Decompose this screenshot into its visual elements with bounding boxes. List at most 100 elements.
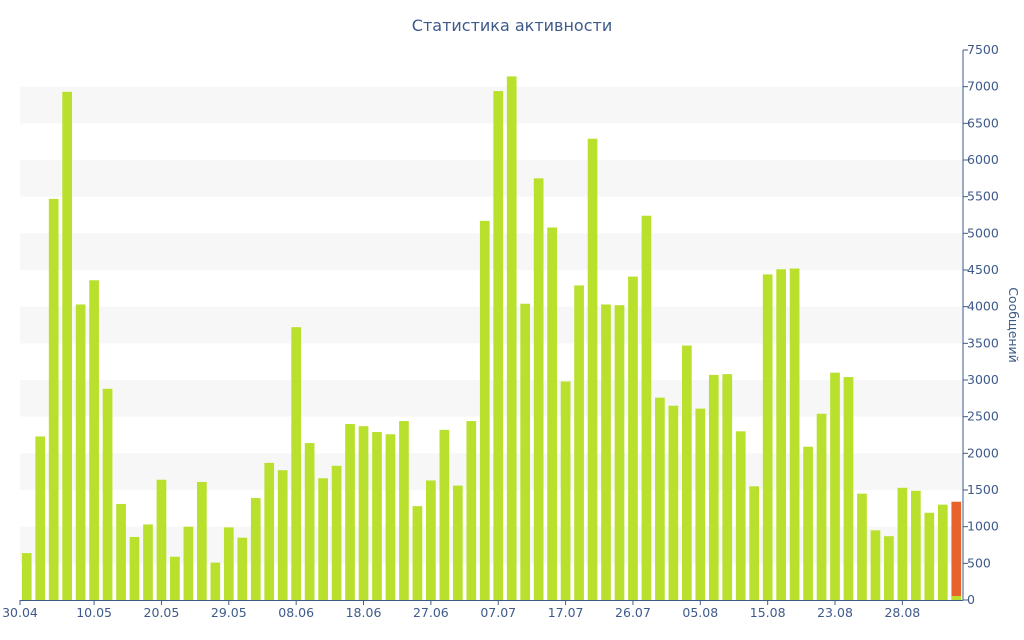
bar[interactable] [143,524,153,600]
bar[interactable] [547,227,557,600]
bar[interactable] [237,537,248,600]
bar[interactable] [412,506,423,600]
bar[interactable] [735,431,746,600]
bar[interactable] [156,479,167,600]
bar[interactable] [911,490,921,600]
bar[interactable] [318,478,328,600]
grid-band [20,380,963,417]
bar[interactable] [116,503,126,600]
x-tick-label: 15.08 [750,605,786,620]
bar[interactable] [102,388,113,600]
bar[interactable] [884,536,894,600]
bar[interactable] [358,426,369,600]
bar[interactable] [789,268,800,600]
bar[interactable] [331,465,342,600]
x-tick-label: 07.07 [480,605,516,620]
y-tick-label: 0 [967,592,975,607]
bar[interactable] [574,285,584,600]
x-tick-label: 27.06 [413,605,449,620]
bar-highlight[interactable] [951,501,962,600]
x-tick-label: 23.08 [817,605,853,620]
bar[interactable] [345,424,355,600]
bar[interactable] [722,374,733,600]
bar[interactable] [452,485,463,600]
bars [21,76,962,601]
bar[interactable] [695,408,706,600]
bar[interactable] [628,276,638,600]
bar[interactable] [426,480,436,600]
bar[interactable] [479,220,490,600]
bar[interactable] [183,526,194,600]
y-tick-label: 3500 [967,335,999,350]
bar[interactable] [250,498,261,600]
grid-band [20,86,963,124]
bar[interactable] [62,91,72,601]
bar[interactable] [708,374,719,600]
bar[interactable] [749,486,760,600]
bar[interactable] [870,530,881,600]
bar[interactable] [493,91,504,601]
bar[interactable] [385,434,396,600]
bar[interactable] [601,304,611,600]
bar[interactable] [681,345,692,600]
bar[interactable] [75,304,86,600]
y-tick-label: 4000 [967,299,999,314]
y-axis: 0 500 1000 1500 2000 2500 3000 3500 4000 4500 5000… [962,42,1021,607]
bar[interactable] [48,198,59,600]
x-tick-label: 17.07 [548,605,584,620]
bar[interactable] [264,462,275,600]
bar[interactable] [399,421,409,600]
grid-bands [20,86,963,564]
bar[interactable] [89,280,99,600]
bar[interactable] [223,527,234,600]
bar[interactable] [655,397,665,600]
bar[interactable] [35,436,46,600]
bar[interactable] [304,443,315,600]
grid-band [20,233,963,270]
y-tick-label: 5500 [967,189,999,204]
bar[interactable] [21,553,32,600]
bar[interactable] [776,269,786,600]
bar[interactable] [372,432,382,600]
bar[interactable] [466,421,477,600]
bar[interactable] [614,305,625,600]
y-tick-label: 2500 [967,409,999,424]
bar[interactable] [843,377,854,600]
x-tick-label: 30.04 [2,605,38,620]
bar[interactable] [197,481,207,600]
bar[interactable] [803,446,813,600]
y-tick-label: 6500 [967,115,999,130]
bar[interactable] [129,536,140,600]
bar[interactable] [924,512,935,600]
bar[interactable] [506,76,517,600]
x-tick-label: 18.06 [346,605,382,620]
grid-band [20,160,963,197]
bar[interactable] [277,470,288,600]
bar[interactable] [560,381,571,600]
x-tick-label: 05.08 [682,605,718,620]
x-tick-label: 10.05 [76,605,112,620]
x-tick-label: 29.05 [211,605,247,620]
bar[interactable] [170,556,180,600]
bar[interactable] [668,405,679,600]
bar[interactable] [587,138,598,600]
y-tick-label: 7500 [967,42,999,57]
bar[interactable] [520,303,531,600]
x-tick-label: 28.08 [884,605,920,620]
bar[interactable] [937,504,948,600]
y-tick-label: 6000 [967,152,999,167]
bar[interactable] [816,413,827,600]
bar[interactable] [641,215,652,600]
bar[interactable] [762,274,773,600]
y-tick-label: 2000 [967,445,999,460]
bar[interactable] [291,327,302,600]
bar[interactable] [533,178,544,601]
bar[interactable] [830,372,840,600]
y-tick-label: 3000 [967,372,999,387]
bar[interactable] [897,487,908,600]
bar[interactable] [210,562,221,600]
bar[interactable] [857,493,867,600]
y-tick-label: 1500 [967,482,999,497]
bar[interactable] [439,429,450,600]
